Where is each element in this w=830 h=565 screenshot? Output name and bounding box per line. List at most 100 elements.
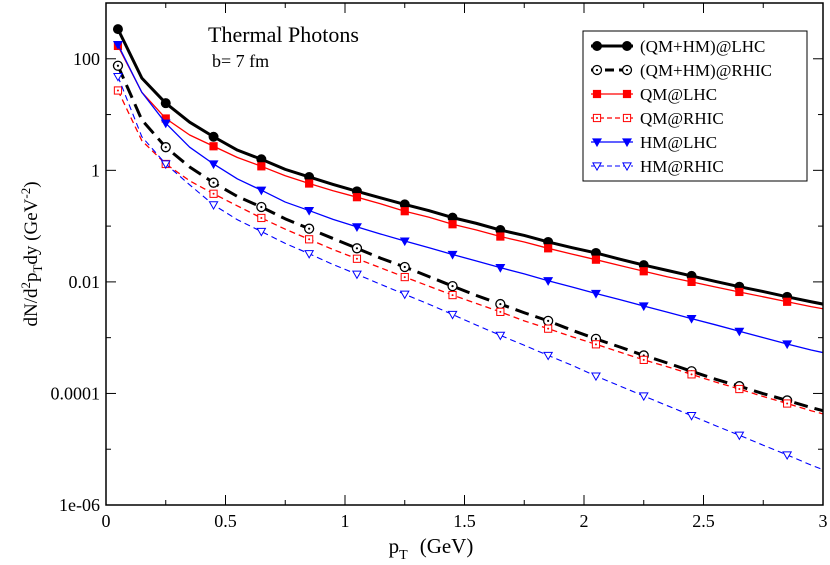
- legend-marker: [621, 64, 633, 76]
- legend-marker: [622, 89, 632, 99]
- data-point: [352, 193, 362, 202]
- data-point: [112, 60, 124, 71]
- data-point: [399, 237, 410, 247]
- marker-dot: [116, 64, 120, 67]
- legend-marker: [622, 138, 632, 148]
- y-tick-label: 0.0001: [51, 383, 101, 403]
- data-point: [209, 189, 218, 198]
- marker-dot: [499, 302, 502, 306]
- data-point: [304, 250, 315, 259]
- marker-dot: [690, 373, 693, 376]
- data-point: [209, 142, 218, 151]
- marker-dot: [403, 265, 406, 269]
- legend-label: (QM+HM)@LHC: [640, 37, 765, 56]
- data-point: [112, 40, 123, 50]
- marker-dot: [626, 117, 628, 119]
- data-point: [782, 340, 793, 350]
- data-point: [544, 324, 553, 333]
- data-point: [447, 250, 458, 260]
- data-point: [495, 298, 506, 310]
- data-point: [257, 162, 266, 171]
- y-label-g: ): [21, 181, 42, 187]
- legend-marker: [622, 162, 632, 172]
- y-label-a: dN/d: [21, 288, 42, 327]
- legend-marker: [591, 64, 603, 76]
- data-point: [591, 255, 601, 264]
- x-tick-label: 0.5: [214, 511, 237, 531]
- y-label-c: p: [21, 273, 42, 283]
- marker-dot: [355, 247, 359, 250]
- data-point: [687, 277, 696, 286]
- marker-dot: [786, 402, 789, 405]
- legend-box: [582, 30, 808, 182]
- series-line: [117, 45, 823, 310]
- marker-dot: [212, 192, 215, 195]
- series-2: [113, 41, 823, 310]
- data-point: [496, 307, 505, 316]
- marker-dot: [451, 285, 454, 288]
- legend-label: HM@LHC: [640, 133, 717, 152]
- data-point: [590, 372, 601, 382]
- marker-dot: [547, 319, 550, 322]
- data-point: [496, 232, 505, 241]
- data-point: [351, 243, 363, 254]
- data-point: [257, 213, 266, 223]
- data-point: [304, 206, 315, 216]
- series-line: [116, 65, 823, 413]
- legend-marker: [592, 41, 602, 51]
- x-label-main: p: [389, 534, 400, 558]
- data-point: [256, 201, 267, 213]
- data-point: [735, 384, 744, 394]
- axis-ticks: 0 0.5 1 1.5 2 2.5 3 100 1 0.01 0.0001 1e-06: [51, 2, 828, 531]
- data-point: [782, 451, 793, 461]
- data-point: [544, 244, 553, 253]
- marker-dot: [594, 337, 598, 341]
- data-point: [639, 267, 648, 276]
- marker-dot: [260, 205, 263, 209]
- marker-dot: [594, 343, 597, 346]
- legend-label: HM@RHIC: [640, 157, 724, 176]
- marker-dot: [403, 276, 406, 279]
- data-point: [400, 207, 409, 216]
- data-point: [208, 177, 219, 188]
- data-point: [686, 314, 697, 324]
- marker-dot: [164, 146, 167, 149]
- marker-dot: [595, 68, 599, 72]
- data-point: [112, 24, 123, 35]
- marker-dot: [260, 216, 263, 219]
- data-point: [447, 280, 458, 292]
- x-tick-label: 2.5: [692, 511, 715, 531]
- y-label-b: 2: [18, 282, 33, 289]
- data-point: [734, 327, 745, 337]
- marker-dot: [625, 68, 629, 72]
- x-tick-label: 1: [341, 511, 350, 531]
- data-point: [686, 412, 697, 421]
- chart-title: Thermal Photons: [208, 22, 359, 47]
- data-point: [543, 315, 554, 327]
- x-tick-label: 1.5: [453, 511, 476, 531]
- data-point: [352, 254, 362, 263]
- data-point: [208, 131, 219, 142]
- marker-dot: [355, 257, 358, 260]
- series-line: [117, 44, 823, 354]
- legend-item: (QM+HM)@LHC: [591, 37, 765, 56]
- chart-subtitle: b= 7 fm: [212, 51, 269, 71]
- marker-dot: [308, 238, 311, 241]
- data-point: [305, 235, 314, 244]
- data-point: [447, 310, 458, 320]
- x-label-sub: T: [399, 548, 408, 563]
- legend-label: QM@LHC: [640, 85, 717, 104]
- legend-marker: [592, 113, 602, 123]
- data-point: [112, 72, 123, 82]
- data-point: [208, 201, 219, 211]
- data-point: [399, 261, 410, 273]
- marker-dot: [642, 358, 645, 361]
- data-point: [400, 272, 409, 282]
- data-point: [351, 270, 362, 280]
- y-tick-label: 0.01: [69, 272, 101, 292]
- data-point: [735, 287, 744, 297]
- data-point: [256, 186, 267, 196]
- data-point: [160, 142, 171, 153]
- y-tick-label: 1e-06: [59, 495, 100, 515]
